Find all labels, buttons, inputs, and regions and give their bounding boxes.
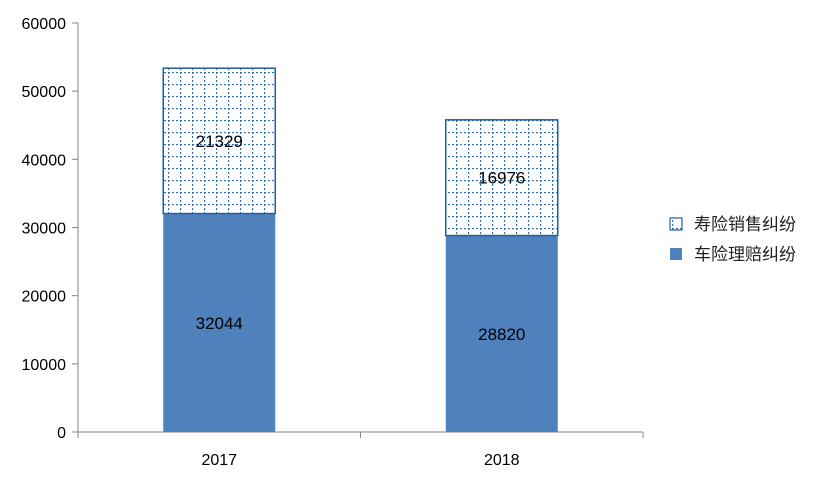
y-tick-label: 50000 <box>22 84 67 101</box>
data-label: 21329 <box>196 132 243 151</box>
x-tick-label: 2018 <box>484 452 520 469</box>
data-label: 16976 <box>478 169 525 188</box>
legend-swatch <box>669 217 683 231</box>
x-tick-label: 2017 <box>201 452 237 469</box>
bar-segment <box>163 213 276 432</box>
legend-swatch <box>670 248 682 260</box>
y-tick-label: 40000 <box>22 152 67 169</box>
bar-segment <box>445 119 559 237</box>
y-tick-label: 60000 <box>22 16 67 33</box>
y-tick-label: 30000 <box>22 221 67 238</box>
bars <box>162 67 559 432</box>
y-tick-label: 20000 <box>22 289 67 306</box>
legend-label: 寿险销售纠纷 <box>694 215 796 235</box>
data-labels: 32044 21329 28820 16976 <box>196 132 526 344</box>
y-tick-label: 0 <box>57 425 66 442</box>
axes: 0 10000 20000 30000 40000 50000 60000 2017 2018 <box>22 16 644 469</box>
data-label: 32044 <box>196 314 243 333</box>
data-label: 28820 <box>478 325 525 344</box>
y-tick-label: 10000 <box>22 357 67 374</box>
bar-segment <box>445 235 558 432</box>
legend-label: 车险理赔纠纷 <box>694 245 796 265</box>
bar-segment <box>162 67 276 215</box>
